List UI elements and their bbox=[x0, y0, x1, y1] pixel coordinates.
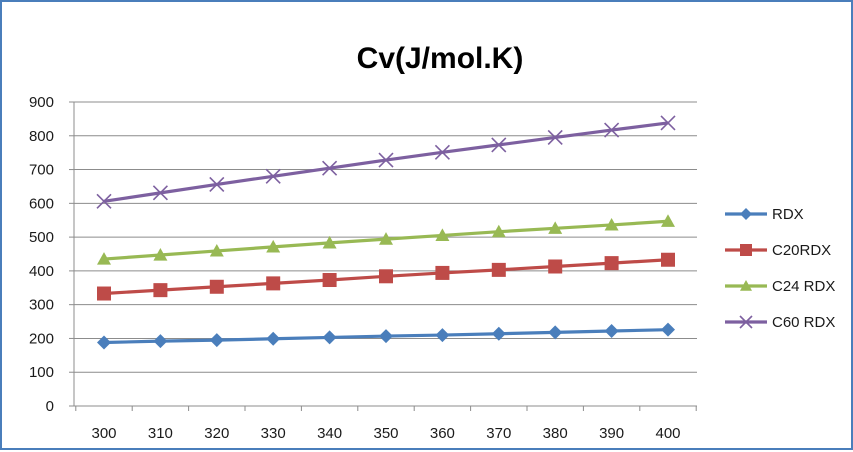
data-point bbox=[379, 269, 393, 284]
data-point bbox=[661, 252, 675, 267]
x-tick-label: 300 bbox=[91, 425, 116, 442]
legend-item: C20RDX bbox=[725, 242, 831, 259]
x-tick-label: 330 bbox=[261, 425, 286, 442]
series-2 bbox=[97, 214, 675, 265]
data-point bbox=[604, 324, 619, 339]
data-point bbox=[604, 217, 619, 231]
data-point bbox=[209, 333, 224, 348]
data-point bbox=[548, 221, 563, 234]
x-tick-label: 360 bbox=[430, 425, 455, 442]
data-point bbox=[97, 286, 111, 301]
data-point bbox=[548, 325, 563, 340]
x-tick-label: 400 bbox=[655, 425, 680, 442]
data-point bbox=[435, 328, 450, 343]
x-tick-label: 390 bbox=[599, 425, 624, 442]
legend-marker bbox=[740, 208, 752, 220]
x-tick-label: 350 bbox=[373, 425, 398, 442]
data-point bbox=[434, 144, 450, 160]
data-point bbox=[97, 335, 111, 350]
data-point bbox=[152, 185, 168, 201]
data-point bbox=[266, 331, 281, 346]
x-tick-label: 310 bbox=[148, 425, 173, 442]
data-point bbox=[547, 129, 563, 146]
legend-label: C24 RDX bbox=[772, 278, 835, 295]
y-tick-labels: 0 100 200 300 400 500 600 700 800 900 bbox=[29, 94, 54, 415]
data-point bbox=[266, 239, 281, 253]
data-point bbox=[548, 259, 563, 274]
axes bbox=[69, 101, 697, 411]
chart-title: Cv(J/mol.K) bbox=[357, 42, 524, 75]
data-point bbox=[379, 232, 393, 245]
series-3 bbox=[96, 115, 676, 209]
data-point bbox=[209, 279, 224, 294]
y-tick-label: 800 bbox=[29, 128, 54, 145]
data-point bbox=[322, 273, 337, 288]
data-point bbox=[322, 160, 338, 176]
data-point bbox=[266, 276, 281, 291]
data-point bbox=[96, 193, 112, 209]
data-point bbox=[322, 330, 337, 345]
x-tick-labels: 300 310 320 330 340 350 360 370 380 390 400 bbox=[91, 425, 680, 442]
y-tick-label: 600 bbox=[29, 195, 54, 212]
y-tick-label: 700 bbox=[29, 162, 54, 179]
y-tick-label: 300 bbox=[29, 297, 54, 314]
data-point bbox=[491, 262, 506, 277]
data-point bbox=[604, 122, 620, 138]
legend-item: RDX bbox=[725, 206, 804, 223]
data-point bbox=[660, 115, 676, 131]
data-point bbox=[379, 329, 393, 344]
data-point bbox=[209, 176, 225, 192]
legend: RDX C20RDX C24 RDX C60 RDX bbox=[725, 206, 835, 331]
legend-marker bbox=[739, 315, 753, 329]
legend-item: C24 RDX bbox=[725, 278, 835, 295]
x-tick-label: 370 bbox=[486, 425, 511, 442]
data-point bbox=[153, 334, 168, 349]
data-point bbox=[322, 235, 337, 249]
y-tick-label: 200 bbox=[29, 330, 54, 347]
data-point bbox=[661, 214, 675, 227]
legend-item: C60 RDX bbox=[725, 314, 835, 331]
y-tick-label: 0 bbox=[46, 398, 54, 415]
x-tick-label: 340 bbox=[317, 425, 342, 442]
data-point bbox=[604, 256, 619, 271]
y-tick-label: 900 bbox=[29, 94, 54, 111]
data-point bbox=[491, 137, 507, 153]
legend-marker bbox=[740, 244, 752, 256]
data-point bbox=[97, 252, 111, 265]
data-point bbox=[153, 248, 168, 261]
data-point bbox=[491, 224, 506, 238]
legend-label: C60 RDX bbox=[772, 314, 835, 331]
data-point bbox=[209, 243, 224, 257]
x-tick-label: 380 bbox=[543, 425, 568, 442]
data-point bbox=[265, 168, 281, 184]
data-point bbox=[435, 265, 450, 280]
data-point bbox=[378, 152, 394, 168]
legend-label: C20RDX bbox=[772, 242, 831, 259]
data-point bbox=[153, 283, 168, 298]
series-0 bbox=[97, 322, 675, 350]
series-1 bbox=[97, 252, 675, 301]
y-tick-label: 400 bbox=[29, 263, 54, 280]
data-point bbox=[491, 326, 506, 341]
legend-label: RDX bbox=[772, 206, 804, 223]
y-tick-label: 500 bbox=[29, 229, 54, 246]
data-point bbox=[435, 228, 450, 242]
legend-marker bbox=[740, 280, 752, 291]
x-tick-label: 320 bbox=[204, 425, 229, 442]
series-line bbox=[103, 121, 669, 203]
series-lines bbox=[96, 115, 676, 350]
data-point bbox=[661, 322, 675, 337]
y-tick-label: 100 bbox=[29, 364, 54, 381]
